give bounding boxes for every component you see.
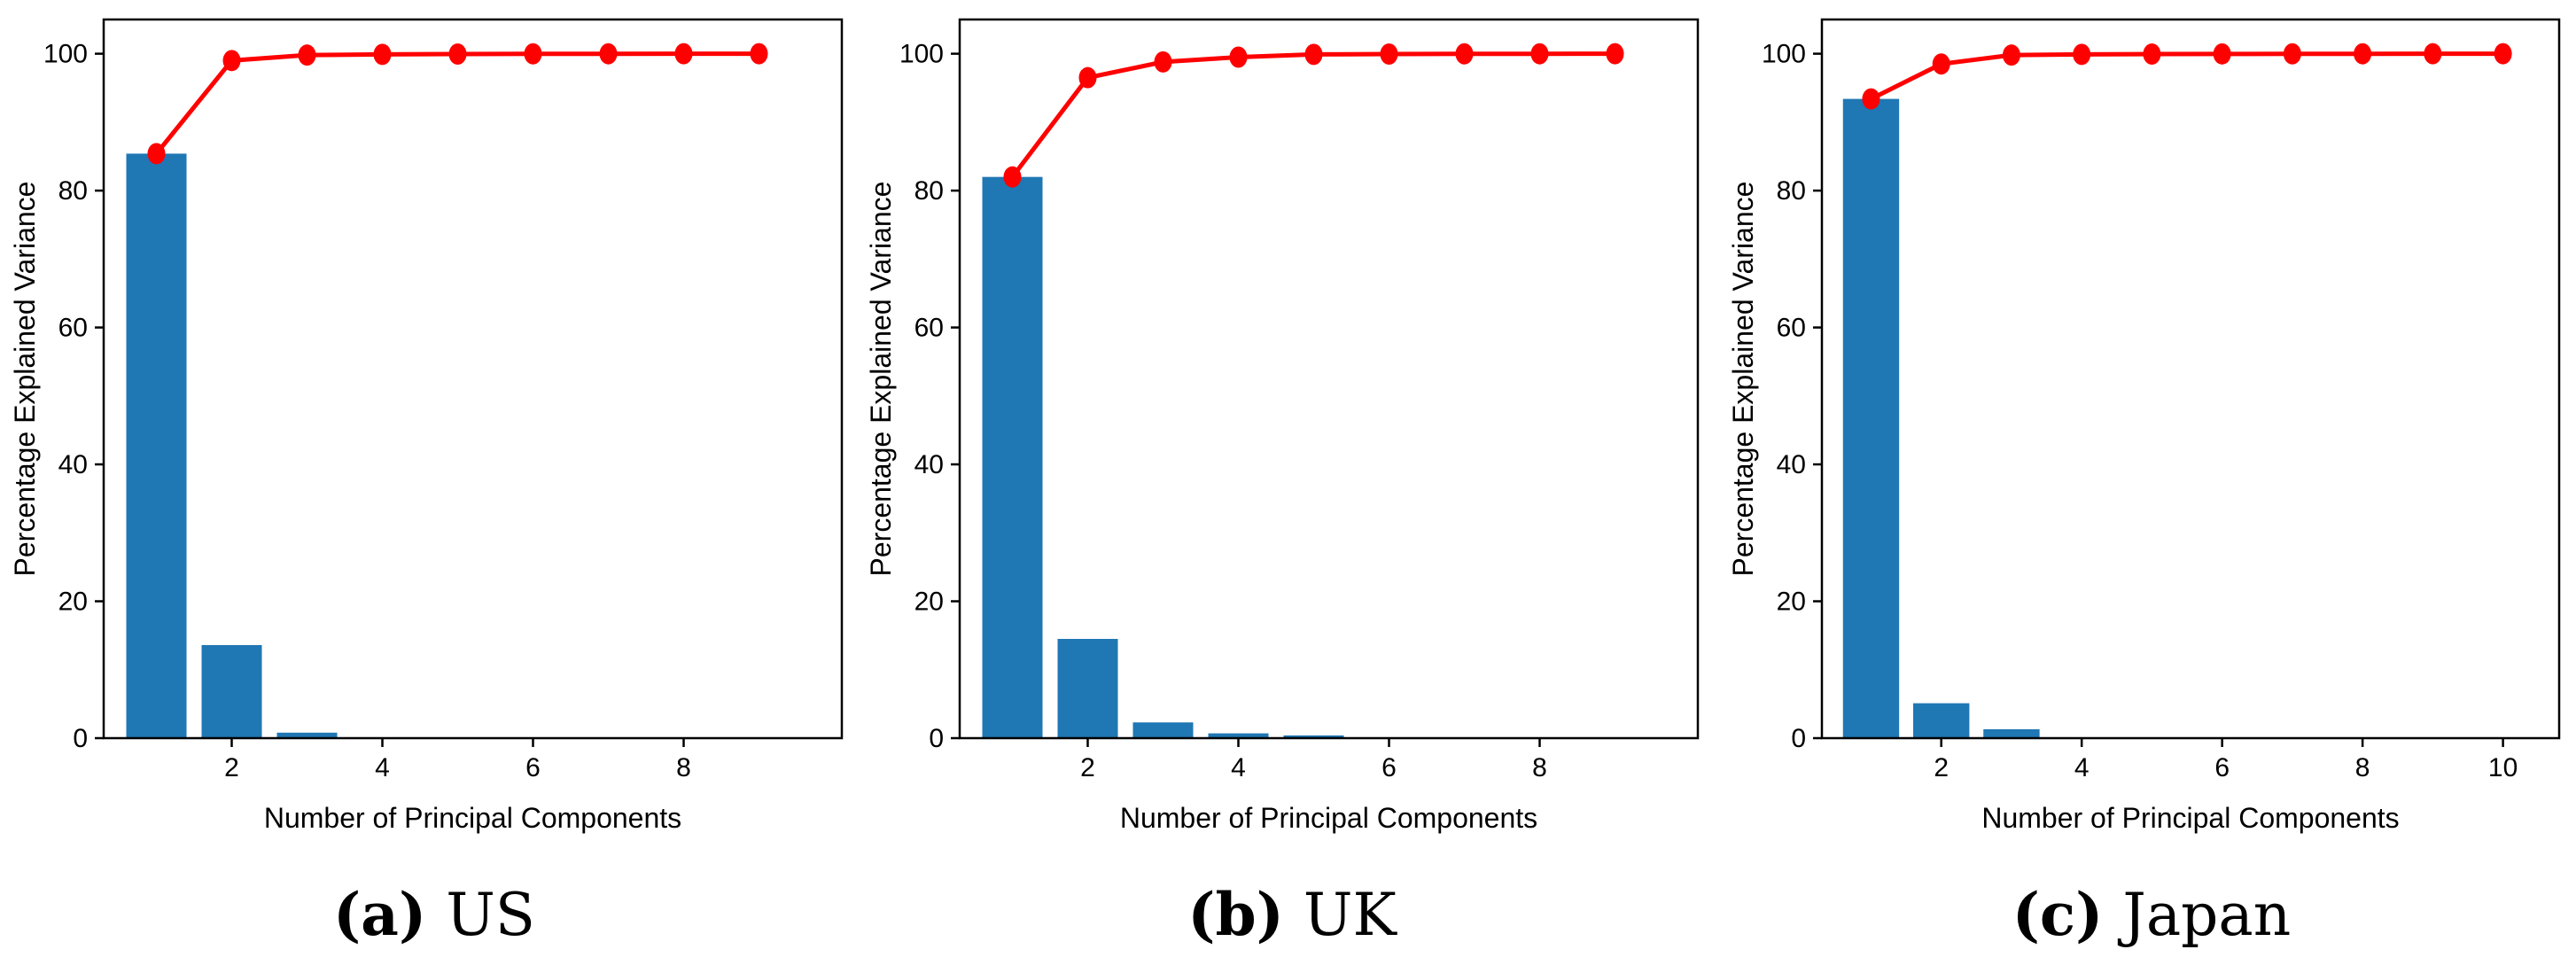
cumulative-point-8 (1530, 43, 1549, 65)
cumulative-point-7 (599, 43, 618, 65)
cumulative-line (1010, 51, 1615, 179)
axes-frame (102, 18, 844, 740)
y-tick-label: 0 (1791, 724, 1806, 753)
x-tick-label: 4 (375, 753, 390, 782)
cumulative-point-7 (1455, 43, 1474, 65)
caption-letter: (c) (2012, 880, 2104, 949)
cumulative-point-4 (2073, 43, 2091, 66)
x-tick-label: 2 (1934, 753, 1949, 782)
y-tick-label: 20 (58, 588, 88, 617)
cumulative-line (154, 51, 759, 155)
y-tick-label: 20 (1777, 588, 1806, 617)
y-axis-label: Percentage Explained Variance (865, 182, 897, 577)
x-axis-label: Number of Principal Components (1981, 802, 2399, 834)
bar-3 (276, 732, 338, 738)
x-tick-label: 4 (1231, 753, 1246, 782)
cumulative-line (1870, 51, 2503, 101)
bar-2 (1913, 703, 1970, 738)
bar-1 (126, 153, 187, 738)
axes-frame (1820, 18, 2561, 740)
cumulative-point-1 (1862, 88, 1880, 110)
cumulative-point-2 (1932, 53, 1950, 75)
cumulative-point-3 (2002, 44, 2020, 66)
y-axis-label: Percentage Explained Variance (9, 182, 41, 577)
cumulative-point-5 (1304, 43, 1323, 66)
x-tick-label: 10 (2488, 753, 2518, 782)
x-tick-label: 8 (2355, 753, 2370, 782)
caption-text: US (446, 881, 535, 949)
cumulative-point-8 (674, 43, 693, 65)
bar-5 (1283, 735, 1344, 738)
x-tick-label: 6 (2214, 753, 2230, 782)
y-tick-label: 40 (914, 450, 944, 479)
cumulative-point-2 (1078, 66, 1097, 89)
chart-panel-2: 0 20 40 60 80 100 2 4 6 8 Number of Principal Comp… (865, 18, 1700, 949)
bar-3 (1132, 722, 1194, 738)
cumulative-point-5 (448, 43, 467, 66)
panel-caption: (c) Japan (2012, 880, 2292, 949)
y-tick-label: 0 (929, 724, 944, 753)
x-tick-label: 8 (1532, 753, 1547, 782)
caption-letter: (b) (1187, 880, 1284, 949)
bar-2 (201, 644, 262, 738)
cumulative-point-6 (524, 43, 542, 65)
y-tick-label: 20 (914, 588, 944, 617)
x-tick-label: 2 (224, 753, 239, 782)
y-tick-label: 60 (914, 314, 944, 343)
cumulative-point-3 (298, 44, 316, 66)
x-tick-label: 8 (676, 753, 691, 782)
cumulative-point-4 (373, 43, 392, 66)
cumulative-point-8 (2354, 43, 2372, 65)
y-tick-label: 80 (58, 176, 88, 206)
cumulative-point-6 (2213, 43, 2231, 65)
caption-text: UK (1304, 881, 1398, 949)
y-tick-label: 60 (58, 314, 88, 343)
y-tick-label: 100 (43, 40, 88, 69)
bar-1 (1842, 98, 1900, 739)
y-tick-label: 80 (914, 176, 944, 206)
x-axis-label: Number of Principal Components (264, 802, 681, 834)
cumulative-point-1 (1003, 166, 1022, 188)
cumulative-point-10 (2494, 43, 2512, 65)
cumulative-point-9 (750, 43, 768, 65)
cumulative-point-5 (2143, 43, 2161, 66)
y-tick-label: 60 (1777, 314, 1806, 343)
bar-2 (1057, 639, 1118, 738)
cumulative-point-1 (147, 143, 166, 165)
x-tick-label: 6 (525, 753, 541, 782)
caption-letter: (a) (333, 880, 426, 949)
x-tick-label: 4 (2074, 753, 2090, 782)
cumulative-point-9 (1606, 43, 1624, 65)
y-tick-label: 0 (73, 724, 88, 753)
bar-4 (1208, 733, 1269, 738)
panel-caption: (b) UK (1187, 880, 1397, 949)
chart-panel-3: 0 20 40 60 80 100 2 4 6 8 10 Number of Principal Co… (1727, 18, 2561, 949)
y-axis-label: Percentage Explained Variance (1727, 182, 1759, 577)
y-tick-label: 40 (58, 450, 88, 479)
x-tick-label: 2 (1080, 753, 1095, 782)
axes-frame (958, 18, 1700, 740)
cumulative-point-9 (2424, 43, 2442, 65)
cumulative-point-2 (222, 50, 241, 72)
x-axis-label: Number of Principal Components (1120, 802, 1537, 834)
cumulative-point-7 (2283, 43, 2301, 65)
caption-text: Japan (2117, 881, 2291, 949)
x-tick-label: 6 (1381, 753, 1397, 782)
chart-panel-1: 0 20 40 60 80 100 2 4 6 8 Number of Principal Comp… (9, 18, 844, 949)
y-tick-label: 100 (1762, 40, 1806, 69)
y-tick-label: 40 (1777, 450, 1806, 479)
cumulative-point-4 (1229, 46, 1248, 68)
panel-caption: (a) US (333, 880, 535, 949)
bar-1 (982, 176, 1043, 738)
cumulative-point-3 (1154, 51, 1172, 73)
y-tick-label: 100 (899, 40, 944, 69)
cumulative-point-6 (1380, 43, 1398, 66)
y-tick-label: 80 (1777, 176, 1806, 206)
bar-3 (1983, 728, 2040, 738)
